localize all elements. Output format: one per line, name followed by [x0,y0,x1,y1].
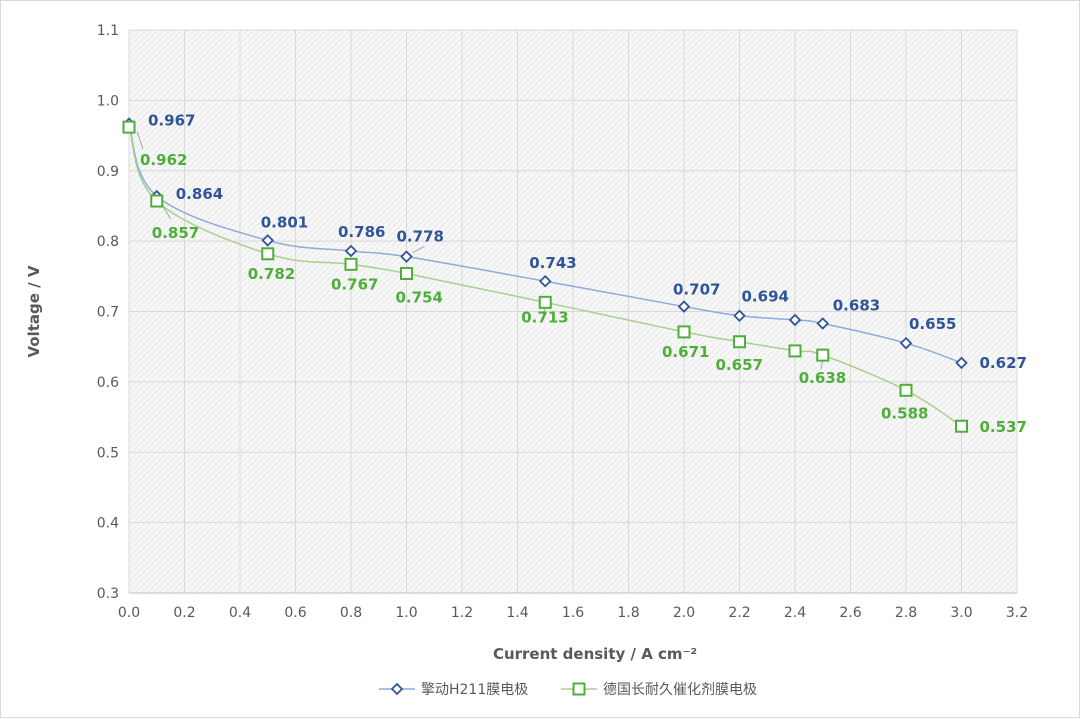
data-label: 0.962 [140,151,187,169]
diamond-marker [538,274,552,288]
y-tick-label: 0.3 [97,586,119,602]
y-tick-label: 0.6 [97,375,119,391]
diamond-marker [899,336,913,350]
square-marker [150,194,164,208]
x-tick-label: 1.0 [395,605,417,621]
square-marker [538,295,552,309]
diamond-marker [733,309,746,322]
x-tick-label: 3.0 [950,605,972,621]
diamond-marker [344,244,358,258]
series-markers [122,117,968,433]
legend-label: 德国长耐久催化剂膜电极 [603,682,757,698]
y-tick-label: 0.8 [97,234,119,250]
diamond-marker [788,313,802,327]
data-label: 0.754 [396,288,443,306]
data-label: 0.801 [261,213,308,231]
x-tick-label: 0.8 [340,605,362,621]
y-tick-label: 0.5 [97,445,119,461]
data-label: 0.782 [248,265,295,283]
square-marker [400,266,413,280]
data-label: 0.638 [799,369,846,387]
square-marker [344,257,358,271]
data-labels: 0.967 0.864 0.801 0.786 0.778 0.743 0.707 0.694… [140,112,1027,437]
data-label: 0.786 [338,223,385,241]
x-tick-label: 0.2 [173,605,195,621]
square-marker [261,247,275,261]
label-leader-lines [136,130,824,370]
legend-square-marker [572,682,586,696]
square-marker [955,419,968,433]
x-tick-label: 1.6 [562,605,584,621]
leader-line [542,308,546,315]
square-marker [677,325,691,339]
data-label: 0.588 [881,404,928,422]
square-marker [122,120,136,134]
legend-diamond-marker [390,682,404,696]
x-axis-ticks: 0.0 0.2 0.4 0.6 0.8 1.0 1.2 1.4 1.6 1.8 2.0 2.2 2.4 2… [118,605,1028,621]
x-tick-label: 2.4 [784,605,806,621]
diamond-marker [955,356,968,370]
data-label: 0.707 [673,281,720,299]
data-label: 0.537 [980,418,1027,436]
square-marker [788,344,802,358]
x-tick-label: 1.4 [506,605,528,621]
data-label: 0.778 [397,228,444,246]
data-label: 0.671 [662,343,709,361]
diamond-marker [400,250,413,263]
leader-line [136,130,144,150]
data-label: 0.683 [833,296,880,314]
x-tick-label: 2.8 [895,605,917,621]
square-marker [899,383,913,397]
x-tick-label: 0.0 [118,605,140,621]
y-tick-label: 1.0 [97,93,119,109]
data-label: 0.713 [521,308,568,326]
x-tick-label: 2.2 [728,605,750,621]
y-axis-title: Voltage / V [25,265,43,357]
x-axis-title: Current density / A cm⁻² [493,645,697,663]
y-axis-ticks: 0.3 0.4 0.5 0.6 0.7 0.8 0.9 1.0 1.1 [97,23,119,602]
data-label: 0.743 [529,254,576,272]
x-tick-label: 1.2 [451,605,473,621]
data-label: 0.657 [716,356,763,374]
legend: 擎动H211膜电极 德国长耐久催化剂膜电极 [379,682,757,698]
x-tick-label: 3.2 [1006,605,1028,621]
data-label: 0.857 [152,224,199,242]
leader-line [412,246,425,254]
leader-line [162,205,172,220]
gridlines [128,29,1018,594]
diamond-marker [677,300,691,313]
diamond-marker [816,317,830,330]
y-tick-label: 0.9 [97,164,119,180]
x-tick-label: 1.8 [617,605,639,621]
leader-line [820,361,824,370]
y-tick-label: 1.1 [97,23,119,39]
data-label: 0.655 [909,315,956,333]
data-label: 0.627 [980,354,1027,372]
data-label: 0.767 [331,275,378,293]
x-tick-label: 0.6 [284,605,306,621]
square-marker [816,348,830,362]
x-tick-label: 2.6 [839,605,861,621]
x-tick-label: 2.0 [673,605,695,621]
square-marker [733,335,746,349]
data-label: 0.967 [148,112,195,130]
legend-label: 擎动H211膜电极 [421,682,528,698]
data-label: 0.864 [176,185,223,203]
data-label: 0.694 [742,288,789,306]
y-tick-label: 0.4 [97,516,119,532]
diamond-marker [261,234,275,247]
y-tick-label: 0.7 [97,305,119,321]
x-tick-label: 0.4 [229,605,251,621]
